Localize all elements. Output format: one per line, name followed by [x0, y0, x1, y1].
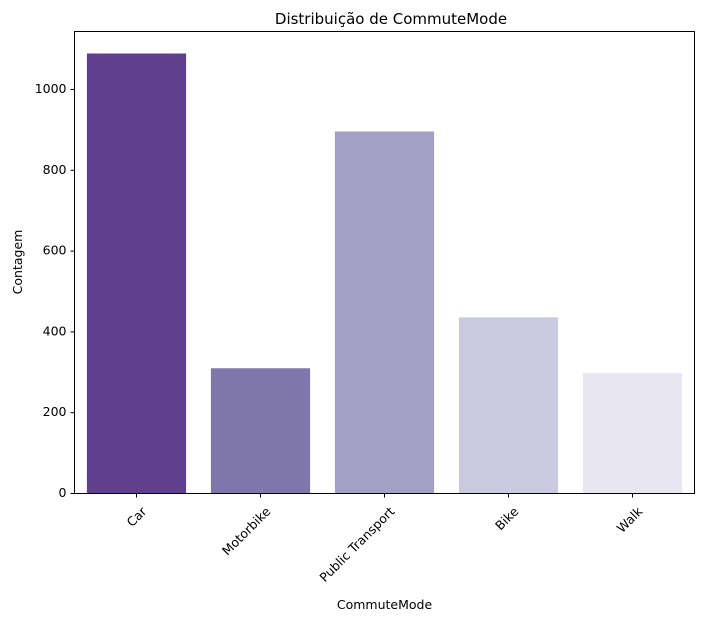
bars-group	[86, 53, 683, 494]
bar-bike	[458, 317, 559, 494]
x-tick-label: Public Transport	[316, 504, 397, 585]
plot-frame	[74, 31, 695, 494]
y-axis-label: Contagem	[10, 230, 25, 295]
x-axis-label: CommuteMode	[337, 597, 433, 612]
y-tick-label: 400	[43, 323, 67, 338]
x-axis: Car Motorbike Public Transport Bike Walk	[124, 493, 646, 585]
x-tick-label: Walk	[614, 503, 646, 535]
bar-public-transport	[334, 131, 435, 494]
y-tick-label: 1000	[35, 81, 67, 96]
bar-walk	[582, 373, 683, 494]
bar-motorbike	[210, 368, 311, 494]
x-tick-label: Bike	[492, 504, 522, 534]
y-tick-label: 0	[59, 485, 67, 500]
bar-car	[86, 53, 187, 494]
y-tick-label: 600	[43, 243, 67, 258]
y-tick-label: 800	[43, 162, 67, 177]
x-tick-label: Car	[124, 503, 150, 529]
x-tick-label: Motorbike	[219, 504, 274, 559]
y-axis: 0 200 400 600 800 1000	[35, 81, 75, 500]
y-tick-label: 200	[43, 404, 67, 419]
chart-title: Distribuição de CommuteMode	[275, 10, 507, 28]
